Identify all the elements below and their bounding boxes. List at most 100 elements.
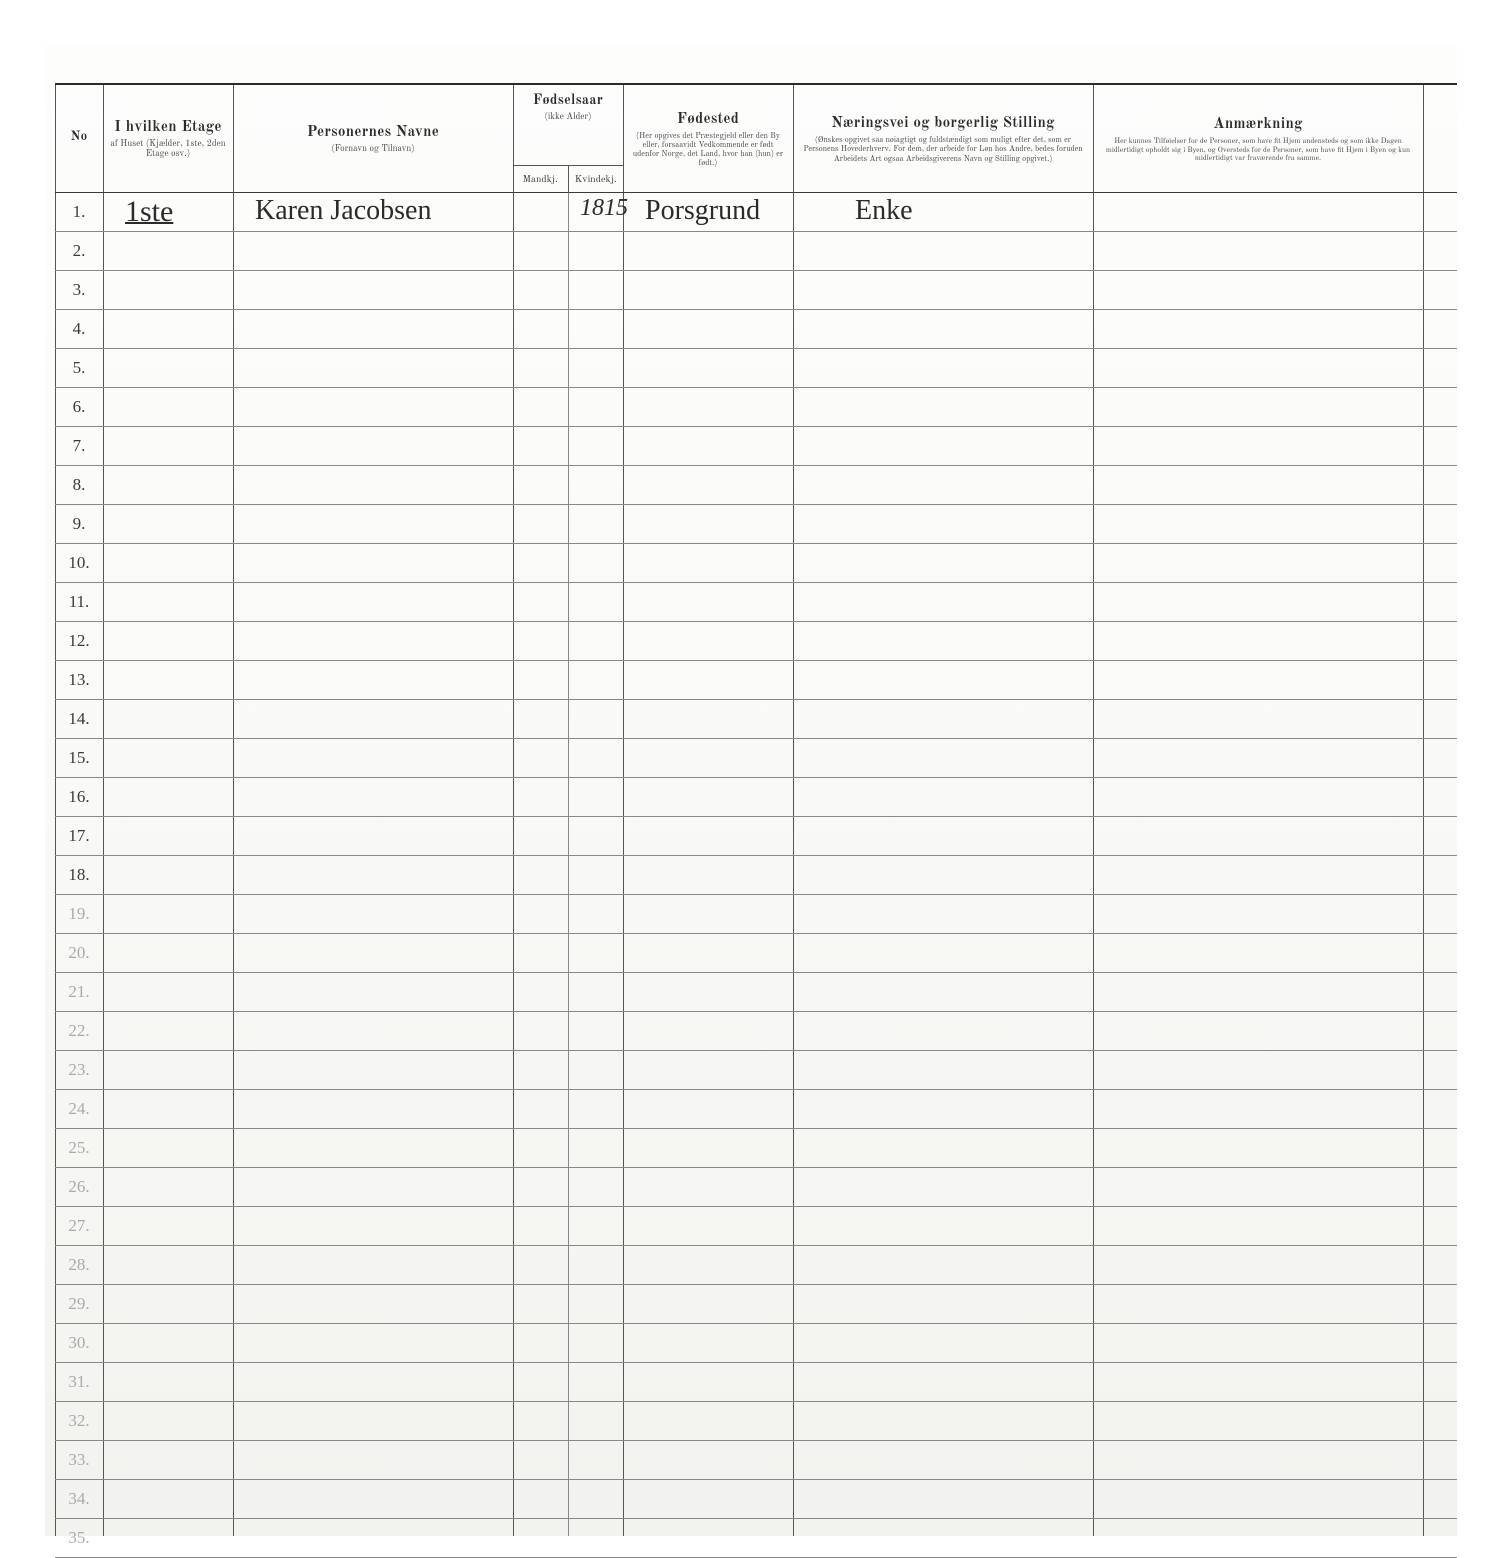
- table-row: 6.: [55, 388, 1457, 427]
- header-fodselsaar-title: Fødselsaar: [533, 93, 603, 110]
- header-etage-sub: af Huset (Kjælder, 1ste, 2den Etage osv.…: [109, 140, 227, 161]
- header-stilling-title: Næringsvei og borgerlig Stilling: [831, 114, 1055, 133]
- header-navn: Personernes Navne (Fornavn og Tilnavn): [233, 85, 513, 193]
- table-row: 4.: [55, 310, 1457, 349]
- table-row: 7.: [55, 427, 1457, 466]
- row-number: 7.: [55, 427, 103, 465]
- row-number: 26.: [55, 1168, 103, 1206]
- split-mandkj: Mandkj.: [513, 166, 569, 193]
- table-row: 11.: [55, 583, 1457, 622]
- hand-fodselsaar: 1815: [580, 195, 628, 222]
- table-row: 29.: [55, 1285, 1457, 1324]
- table-row: 35.: [55, 1519, 1457, 1558]
- table-row: 30.: [55, 1324, 1457, 1363]
- table-row: 8.: [55, 466, 1457, 505]
- header-fodested-sub: (Her opgives det Præstegjeld eller den B…: [629, 132, 787, 169]
- row-number: 33.: [55, 1441, 103, 1479]
- header-no-title: No: [70, 130, 87, 146]
- header-fodested-title: Fødested: [677, 110, 739, 129]
- row-number: 22.: [55, 1012, 103, 1050]
- row-number: 9.: [55, 505, 103, 543]
- table-row: 21.: [55, 973, 1457, 1012]
- row-number: 34.: [55, 1480, 103, 1518]
- row-number: 1.: [55, 193, 103, 231]
- header-navn-sub: (Fornavn og Tilnavn): [331, 145, 414, 155]
- table-row: 14.: [55, 700, 1457, 739]
- row-number: 2.: [55, 232, 103, 270]
- row-number: 19.: [55, 895, 103, 933]
- table-row: 15.: [55, 739, 1457, 778]
- row-number: 13.: [55, 661, 103, 699]
- table-row: 27.: [55, 1207, 1457, 1246]
- header-navn-title: Personernes Navne: [307, 123, 439, 142]
- row-number: 17.: [55, 817, 103, 855]
- table-body: 1.1steKaren Jacobsen1815PorsgrundEnke2.3…: [55, 193, 1457, 1536]
- header-stilling-sub: (Ønskes opgivet saa nøiagtigt og fuldstæ…: [799, 136, 1087, 164]
- table-row: 19.: [55, 895, 1457, 934]
- row-number: 21.: [55, 973, 103, 1011]
- table-row: 23.: [55, 1051, 1457, 1090]
- header-anm-sub: Her kunnes Tilføielser for de Personer, …: [1099, 137, 1417, 163]
- table-row: 18.: [55, 856, 1457, 895]
- row-number: 12.: [55, 622, 103, 660]
- table-row: 12.: [55, 622, 1457, 661]
- row-number: 30.: [55, 1324, 103, 1362]
- table-row: 25.: [55, 1129, 1457, 1168]
- row-number: 10.: [55, 544, 103, 582]
- table-row: 20.: [55, 934, 1457, 973]
- table-row: 32.: [55, 1402, 1457, 1441]
- table-header: No I hvilken Etage af Huset (Kjælder, 1s…: [55, 85, 1457, 193]
- row-number: 31.: [55, 1363, 103, 1401]
- header-fodested: Fødested (Her opgives det Præstegjeld el…: [623, 85, 793, 193]
- row-number: 35.: [55, 1519, 103, 1557]
- table-row: 24.: [55, 1090, 1457, 1129]
- row-number: 28.: [55, 1246, 103, 1284]
- table-row: 26.: [55, 1168, 1457, 1207]
- row-number: 24.: [55, 1090, 103, 1128]
- row-number: 25.: [55, 1129, 103, 1167]
- row-number: 18.: [55, 856, 103, 894]
- row-number: 20.: [55, 934, 103, 972]
- census-form-page: No I hvilken Etage af Huset (Kjælder, 1s…: [45, 45, 1457, 1536]
- fodselsaar-split-line: [568, 165, 569, 192]
- table-row: 5.: [55, 349, 1457, 388]
- table-row: 10.: [55, 544, 1457, 583]
- header-no: No: [55, 85, 103, 193]
- table-row: 17.: [55, 817, 1457, 856]
- row-number: 6.: [55, 388, 103, 426]
- hand-etage: 1ste: [125, 195, 173, 229]
- header-etage: I hvilken Etage af Huset (Kjælder, 1ste,…: [103, 85, 233, 193]
- row-number: 23.: [55, 1051, 103, 1089]
- row-number: 15.: [55, 739, 103, 777]
- table-row: 33.: [55, 1441, 1457, 1480]
- row-number: 8.: [55, 466, 103, 504]
- table-row: 34.: [55, 1480, 1457, 1519]
- hand-navn: Karen Jacobsen: [255, 195, 431, 227]
- table-row: 3.: [55, 271, 1457, 310]
- split-kvindekj: Kvindekj.: [569, 166, 624, 193]
- header-anm-title: Anmærkning: [1213, 115, 1303, 134]
- table-row: 1. 1ste Karen Jacobsen 1815 Porsgrund Enke: [55, 193, 1457, 232]
- table-row: 31.: [55, 1363, 1457, 1402]
- row-number: 14.: [55, 700, 103, 738]
- header-etage-title: I hvilken Etage: [114, 118, 222, 137]
- table-row: 2.: [55, 232, 1457, 271]
- row-number: 3.: [55, 271, 103, 309]
- header-stilling: Næringsvei og borgerlig Stilling (Ønskes…: [793, 85, 1093, 193]
- table-row: 9.: [55, 505, 1457, 544]
- hand-fodested: Porsgrund: [645, 195, 760, 227]
- row-number: 29.: [55, 1285, 103, 1323]
- table-row: 22.: [55, 1012, 1457, 1051]
- header-anm: Anmærkning Her kunnes Tilføielser for de…: [1093, 85, 1423, 193]
- row-number: 27.: [55, 1207, 103, 1245]
- row-number: 16.: [55, 778, 103, 816]
- header-fodselsaar-sub: (ikke Alder): [545, 113, 592, 123]
- row-number: 11.: [55, 583, 103, 621]
- hand-stilling: Enke: [855, 195, 913, 227]
- table-row: 28.: [55, 1246, 1457, 1285]
- row-number: 32.: [55, 1402, 103, 1440]
- row-number: 5.: [55, 349, 103, 387]
- table-row: 13.: [55, 661, 1457, 700]
- table-row: 16.: [55, 778, 1457, 817]
- row-number: 4.: [55, 310, 103, 348]
